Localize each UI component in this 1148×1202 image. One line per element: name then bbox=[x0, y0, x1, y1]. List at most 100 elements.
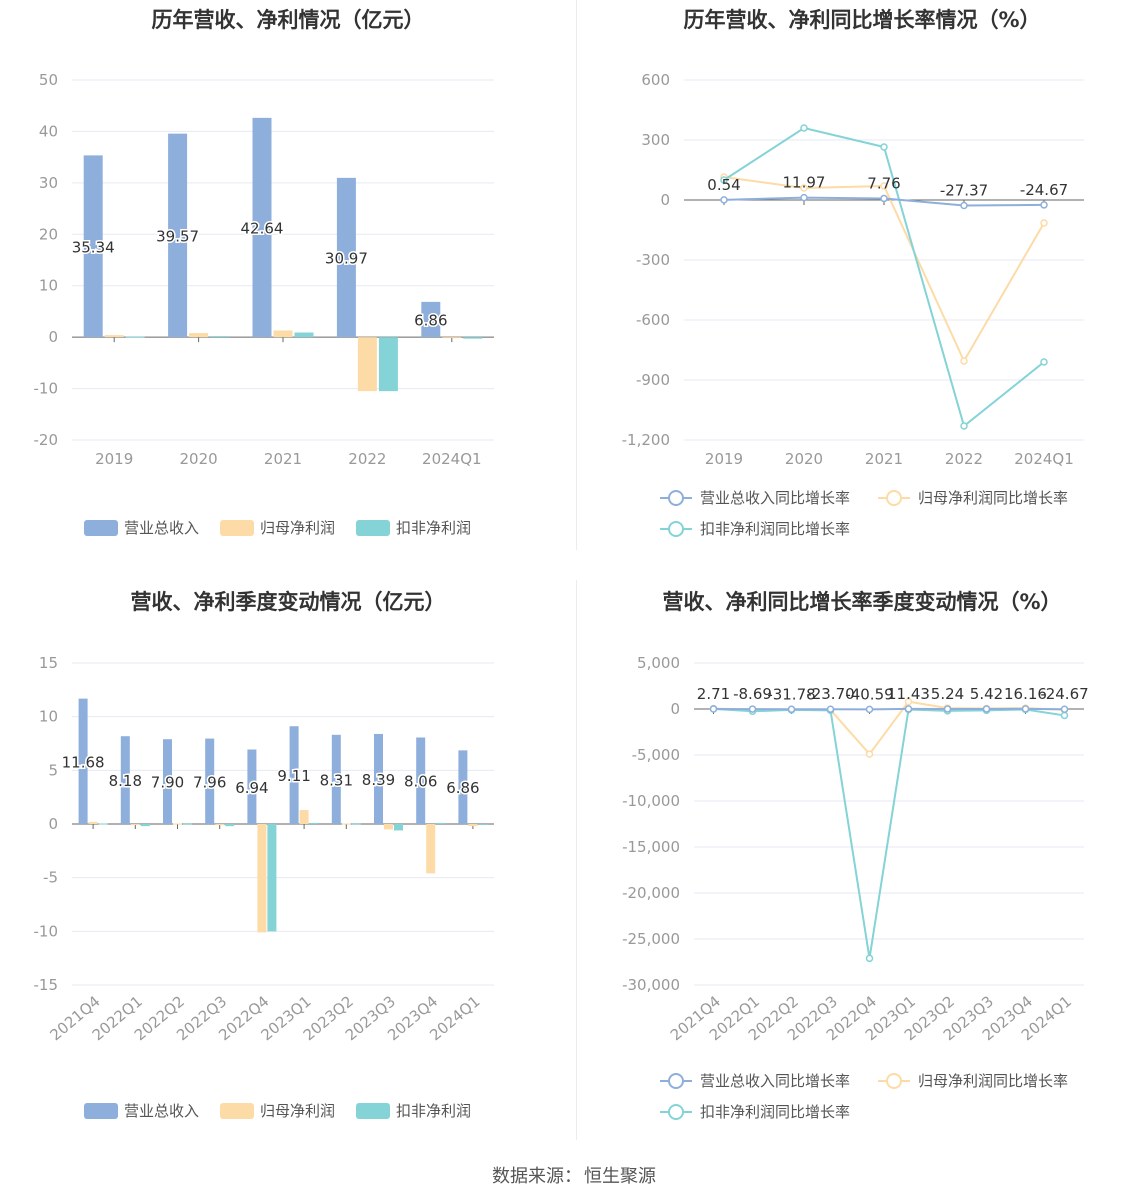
y-tick-label: -30,000 bbox=[622, 976, 680, 994]
bar bbox=[426, 824, 436, 874]
legend-item: 扣非净利润 bbox=[356, 519, 471, 537]
data-point bbox=[982, 705, 991, 713]
data-point bbox=[943, 705, 952, 713]
data-label: 5.24 bbox=[931, 685, 964, 703]
bar bbox=[458, 750, 468, 824]
data-point bbox=[748, 705, 757, 713]
data-point bbox=[826, 705, 835, 713]
x-tick-label: 2020 bbox=[180, 450, 218, 468]
bar bbox=[130, 824, 140, 826]
bar bbox=[215, 824, 225, 826]
legend-item: 扣非净利润同比增长率 bbox=[660, 1103, 850, 1121]
y-tick-label: 40 bbox=[39, 122, 58, 140]
legend-item: 营业总收入 bbox=[84, 519, 199, 537]
y-tick-label: -10 bbox=[34, 922, 59, 940]
data-label: 7.76 bbox=[867, 174, 900, 192]
data-source: 数据来源： 恒生聚源 bbox=[0, 1162, 1148, 1188]
bar bbox=[289, 726, 299, 824]
data-label: 7.90 bbox=[151, 774, 184, 792]
bar bbox=[336, 177, 356, 338]
x-tick-label: 2019 bbox=[705, 450, 743, 468]
data-point bbox=[904, 697, 913, 706]
bar bbox=[331, 734, 341, 824]
data-label: 6.94 bbox=[235, 779, 268, 797]
y-tick-label: -20,000 bbox=[622, 884, 680, 902]
legend-label: 营业总收入 bbox=[124, 519, 199, 537]
bar bbox=[416, 737, 426, 824]
bar bbox=[140, 824, 150, 827]
annual-growth-rate-panel: 历年营收、净利同比增长率情况（%） -1,200 -900 -600 -300 0 300… bbox=[576, 0, 1148, 560]
data-point bbox=[800, 184, 808, 192]
y-tick-label: 300 bbox=[641, 131, 670, 149]
y-tick-label: -600 bbox=[636, 311, 670, 329]
series-line bbox=[713, 707, 1065, 711]
y-tick-label: 10 bbox=[39, 708, 58, 726]
legend-circle-marker bbox=[668, 490, 684, 506]
legend-item: 营业总收入同比增长率 bbox=[660, 1072, 850, 1090]
data-point bbox=[865, 750, 874, 758]
legend-label: 扣非净利润同比增长率 bbox=[700, 1103, 850, 1121]
legend-label: 归母净利润同比增长率 bbox=[918, 1072, 1068, 1090]
data-point bbox=[865, 954, 874, 963]
bar bbox=[257, 824, 267, 933]
legend-swatch bbox=[84, 520, 118, 536]
legend-label: 归母净利润同比增长率 bbox=[918, 489, 1068, 507]
data-point bbox=[1060, 711, 1069, 720]
bar bbox=[351, 823, 361, 825]
legend-item: 扣非净利润 bbox=[356, 1102, 471, 1120]
data-label: -24.67 bbox=[1040, 685, 1088, 703]
data-point bbox=[960, 422, 968, 430]
data-point bbox=[1040, 358, 1048, 366]
quarterly-growth-rate-chart: -30,000 -25,000 -20,000 -15,000 -10,000 -5,00… bbox=[622, 654, 1089, 1121]
x-tick-label: 2024Q1 bbox=[422, 450, 482, 468]
data-source-label: 数据来源： bbox=[492, 1166, 582, 1187]
chart-title: 历年营收、净利同比增长率情况（%） bbox=[683, 8, 1041, 32]
data-label: 7.96 bbox=[193, 773, 226, 791]
bar bbox=[463, 337, 483, 339]
annual-growth-rate-chart: -1,200 -900 -600 -300 0 300 600 2019 2020 2021 202… bbox=[622, 71, 1084, 538]
data-label: 2.71 bbox=[697, 685, 730, 703]
legend-circle-marker bbox=[886, 490, 902, 506]
bar bbox=[436, 822, 446, 824]
bar bbox=[125, 336, 145, 338]
y-tick-label: 30 bbox=[39, 174, 58, 192]
y-tick-label: -25,000 bbox=[622, 930, 680, 948]
legend-label: 扣非净利润 bbox=[396, 519, 471, 537]
quarterly-revenue-profit-panel: 营收、净利季度变动情况（亿元） -15 -10 -5 0 5 10 15 2021Q4 2022… bbox=[0, 580, 576, 1150]
y-tick-label: -10 bbox=[34, 380, 59, 398]
data-point bbox=[960, 201, 968, 210]
data-point bbox=[720, 176, 728, 184]
y-tick-label: 0 bbox=[48, 815, 58, 833]
x-tick-label: 2021 bbox=[264, 450, 302, 468]
bar bbox=[341, 823, 351, 825]
data-label: 8.39 bbox=[362, 771, 395, 789]
data-label: 0.54 bbox=[707, 176, 740, 194]
series-line bbox=[723, 126, 1045, 428]
bar bbox=[225, 824, 235, 827]
data-point bbox=[1060, 705, 1069, 713]
bar bbox=[378, 337, 398, 392]
legend-circle-marker bbox=[668, 521, 684, 537]
data-point bbox=[720, 196, 728, 204]
bar bbox=[384, 824, 393, 830]
bar bbox=[163, 739, 172, 824]
bar bbox=[478, 824, 488, 825]
quarterly-growth-rate-panel: 营收、净利同比增长率季度变动情况（%） -30,000 -25,000 -20,00… bbox=[576, 580, 1148, 1150]
data-label: -31.78 bbox=[767, 685, 815, 703]
bar bbox=[168, 133, 188, 338]
x-tick-label: 2019 bbox=[95, 450, 133, 468]
y-tick-label: -5 bbox=[43, 869, 58, 887]
legend-label: 扣非净利润同比增长率 bbox=[700, 520, 850, 538]
legend-label: 营业总收入同比增长率 bbox=[700, 489, 850, 507]
bar bbox=[421, 301, 441, 338]
data-label: 11.68 bbox=[62, 753, 105, 771]
data-point bbox=[709, 705, 718, 713]
bar bbox=[442, 337, 462, 339]
legend-item: 归母净利润同比增长率 bbox=[878, 489, 1068, 507]
y-tick-label: 5,000 bbox=[637, 654, 680, 672]
data-label: -23.70 bbox=[806, 685, 854, 703]
bar bbox=[374, 733, 383, 824]
data-label: 8.18 bbox=[109, 772, 142, 790]
annual-revenue-profit-chart: -20 -10 0 10 20 30 40 50 2019 2020 2021 2022 2024Q1 3… bbox=[34, 71, 494, 537]
data-point bbox=[800, 193, 808, 202]
